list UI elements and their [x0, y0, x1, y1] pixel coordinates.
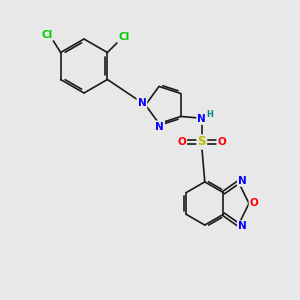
Text: Cl: Cl [41, 29, 53, 40]
Text: Cl: Cl [118, 32, 130, 43]
Text: N: N [238, 176, 247, 186]
Text: N: N [197, 114, 206, 124]
Text: O: O [177, 137, 186, 147]
Text: S: S [197, 136, 206, 148]
Text: N: N [238, 221, 247, 231]
Text: N: N [155, 122, 164, 131]
Text: N: N [137, 98, 146, 109]
Text: O: O [250, 199, 259, 208]
Text: O: O [218, 137, 226, 147]
Text: H: H [206, 110, 213, 118]
